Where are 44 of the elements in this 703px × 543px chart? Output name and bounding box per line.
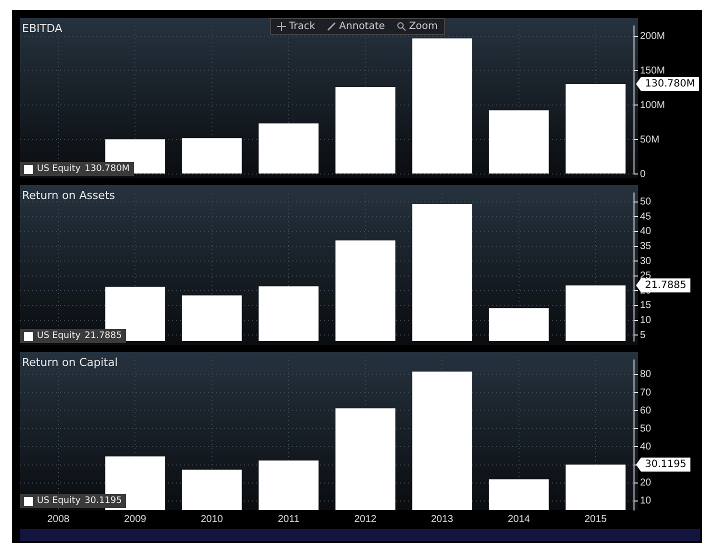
annotation: 21.7885	[84, 331, 122, 341]
annotation: Track	[288, 20, 316, 34]
legend-label: US Equity	[37, 164, 81, 174]
y-tick-label: 20	[640, 478, 652, 489]
y-tick-label: 40	[640, 441, 652, 452]
x-tick-label: 2010	[200, 514, 224, 525]
x-tick-label: 2011	[278, 514, 300, 525]
legend-label: US Equity	[37, 496, 81, 506]
chart-title: Return on Assets	[22, 189, 115, 202]
y-tick-label: 50	[640, 423, 652, 434]
text: 130.780M	[645, 78, 695, 90]
annotation: Annotate	[338, 20, 386, 34]
annotation: 30.1195	[84, 496, 122, 506]
y-tick-label: 50M	[640, 134, 660, 146]
y-tick-label: 10	[640, 496, 652, 507]
annotation: Zoom	[408, 20, 439, 34]
y-tick-label: 100M	[640, 100, 666, 111]
y-tick-label: 150M	[640, 65, 666, 76]
y-tick-label: 70	[640, 387, 652, 398]
y-tick-label: 200M	[640, 31, 666, 42]
y-tick-label: 30	[640, 256, 652, 267]
y-tick-label: 35	[640, 241, 652, 252]
x-tick-label: 2009	[124, 514, 147, 525]
x-tick-label: 2013	[431, 514, 454, 525]
text: 21.7885	[645, 280, 686, 291]
y-tick-label: 80	[640, 369, 652, 380]
y-tick-label: 10	[640, 315, 652, 326]
y-tick-label: 60	[640, 405, 652, 416]
x-tick-label: 2015	[584, 514, 608, 525]
chart-title: Return on Capital	[22, 356, 118, 369]
chart-title: EBITDA	[22, 22, 62, 35]
y-tick-label: 15	[640, 300, 652, 312]
legend-label: US Equity	[37, 331, 81, 341]
y-tick-label: 25	[640, 270, 652, 282]
y-tick-label: 5	[640, 330, 646, 341]
x-tick-label: 2012	[354, 514, 377, 525]
text: 30.1195	[645, 459, 686, 470]
x-tick-label: 2008	[47, 514, 70, 525]
y-tick-label: 50	[640, 196, 652, 208]
y-tick-label: 0	[640, 168, 646, 180]
annotation: 130.780M	[84, 164, 130, 174]
y-tick-label: 45	[640, 211, 652, 222]
y-tick-label: 40	[640, 226, 652, 238]
x-tick-label: 2014	[508, 514, 530, 525]
